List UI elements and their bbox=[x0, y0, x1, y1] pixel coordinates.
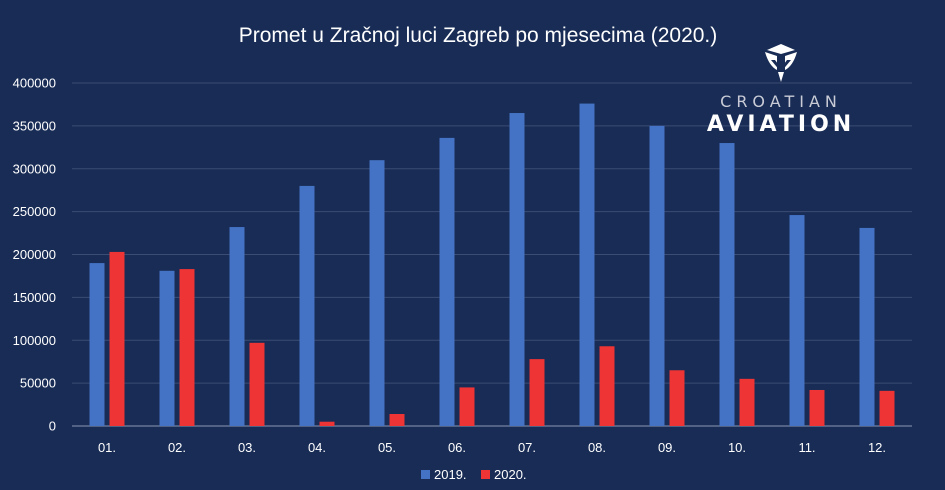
bar-2020-09 bbox=[669, 370, 685, 426]
bar-2019-04 bbox=[299, 185, 315, 426]
bar-2020-02 bbox=[179, 269, 195, 426]
legend-label-2020: 2020. bbox=[494, 467, 527, 482]
legend-swatch-2020 bbox=[481, 470, 490, 479]
y-tick-label: 150000 bbox=[13, 290, 56, 305]
bar-2019-12 bbox=[859, 227, 875, 426]
bar-2020-11 bbox=[809, 389, 825, 426]
x-tick-label: 10. bbox=[728, 440, 746, 455]
bar-2019-06 bbox=[439, 137, 455, 426]
bar-2019-08 bbox=[579, 103, 595, 426]
logo-bottom-text: AVIATION bbox=[707, 112, 855, 137]
bar-2019-11 bbox=[789, 215, 805, 426]
legend: 2019. 2020. bbox=[421, 467, 527, 482]
x-tick-label: 08. bbox=[588, 440, 606, 455]
bar-2019-03 bbox=[229, 227, 245, 426]
x-tick-label: 06. bbox=[448, 440, 466, 455]
bar-2020-08 bbox=[599, 346, 615, 426]
bar-2020-07 bbox=[529, 359, 545, 426]
y-tick-label: 250000 bbox=[13, 204, 56, 219]
bar-2019-07 bbox=[509, 113, 525, 426]
y-tick-label: 100000 bbox=[13, 333, 56, 348]
x-tick-label: 12. bbox=[868, 440, 886, 455]
bar-2020-10 bbox=[739, 378, 755, 426]
shield-wings-icon bbox=[765, 44, 797, 82]
y-tick-label: 300000 bbox=[13, 161, 56, 176]
bar-2019-05 bbox=[369, 160, 385, 427]
bar-2020-01 bbox=[109, 251, 125, 426]
bar-2019-01 bbox=[89, 263, 105, 426]
y-tick-label: 200000 bbox=[13, 247, 56, 262]
x-tick-label: 09. bbox=[658, 440, 676, 455]
x-tick-label: 03. bbox=[238, 440, 256, 455]
y-tick-label: 0 bbox=[49, 419, 56, 434]
legend-swatch-2019 bbox=[421, 470, 430, 479]
bar-2020-12 bbox=[879, 390, 895, 426]
bar-2019-09 bbox=[649, 125, 665, 426]
y-axis: 0 50000 100000 150000 200000 250000 300000 3500… bbox=[13, 76, 56, 434]
x-tick-label: 05. bbox=[378, 440, 396, 455]
bar-2020-03 bbox=[249, 342, 265, 426]
bar-2020-05 bbox=[389, 413, 405, 426]
bar-2020-06 bbox=[459, 387, 475, 426]
croatian-aviation-logo: CROATIAN AVIATION bbox=[707, 44, 855, 137]
x-tick-label: 11. bbox=[798, 440, 815, 455]
gridlines bbox=[72, 82, 912, 427]
x-tick-label: 02. bbox=[168, 440, 186, 455]
bar-2019-02 bbox=[159, 270, 175, 426]
chart-title: Promet u Zračnoj luci Zagreb po mjesecim… bbox=[239, 24, 718, 47]
x-tick-label: 01. bbox=[98, 440, 116, 455]
legend-label-2019: 2019. bbox=[434, 467, 467, 482]
y-tick-label: 350000 bbox=[13, 118, 56, 133]
bars bbox=[89, 103, 895, 427]
y-tick-label: 400000 bbox=[13, 76, 56, 91]
x-tick-label: 07. bbox=[518, 440, 536, 455]
y-tick-label: 50000 bbox=[20, 376, 56, 391]
x-axis: 01. 02. 03. 04. 05. 06. 07. 08. 09. 10. 11. 12. bbox=[98, 440, 886, 455]
x-tick-label: 04. bbox=[308, 440, 326, 455]
bar-2020-04 bbox=[319, 421, 335, 426]
bar-2019-10 bbox=[719, 143, 735, 426]
logo-top-text: CROATIAN bbox=[720, 92, 842, 111]
